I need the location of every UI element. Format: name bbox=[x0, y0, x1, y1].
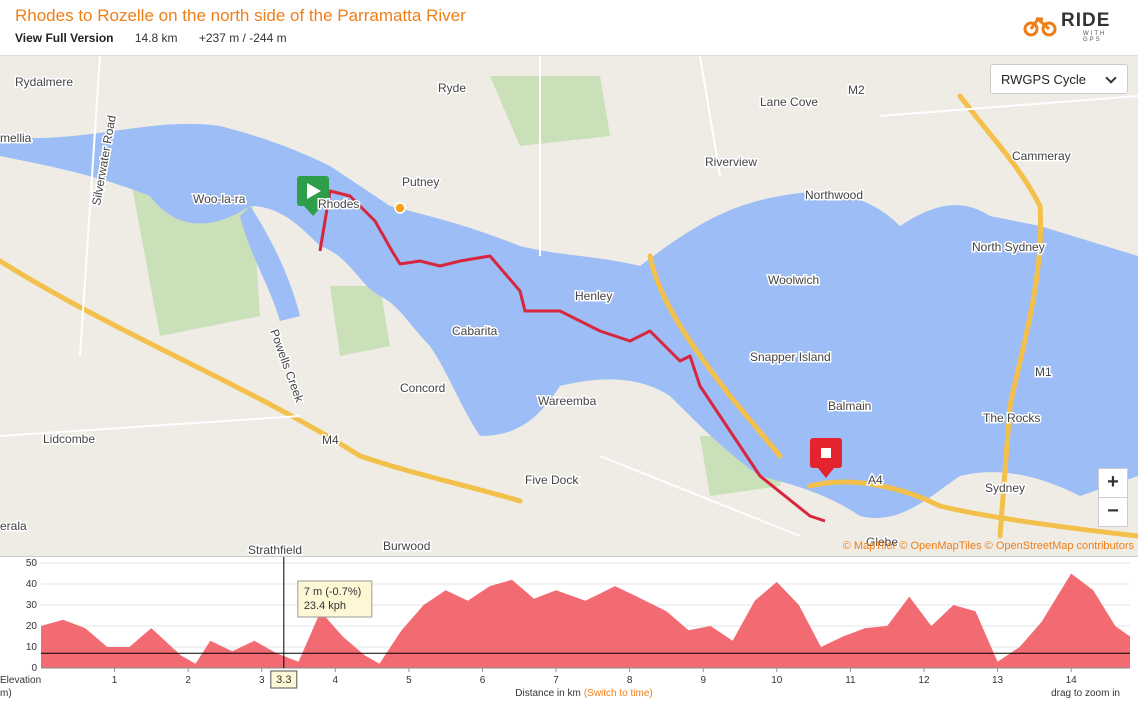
logo[interactable]: RIDE WITH GPS bbox=[1023, 10, 1123, 43]
y-tick-label: 50 bbox=[26, 558, 38, 569]
map-label: M2 bbox=[848, 83, 865, 97]
map-label: mellia bbox=[0, 131, 32, 145]
motorways bbox=[0, 93, 1138, 539]
x-tick-label: 13 bbox=[992, 675, 1004, 686]
elevation-gain: +237 m / -244 m bbox=[198, 31, 287, 45]
x-tick-label: 1 bbox=[112, 675, 118, 686]
x-tick-label: 6 bbox=[480, 675, 486, 686]
x-tick-label: 8 bbox=[627, 675, 633, 686]
x-tick-label: 4 bbox=[333, 675, 339, 686]
map-label: M4 bbox=[322, 433, 339, 447]
map-label: Powells Creek bbox=[267, 327, 307, 405]
tooltip-line: 7 m (-0.7%) bbox=[304, 586, 361, 598]
header: Rhodes to Rozelle on the north side of t… bbox=[0, 0, 1138, 56]
attribution: © MapTiler © OpenMapTiles © OpenStreetMa… bbox=[842, 540, 1134, 552]
x-tick-label: 14 bbox=[1066, 675, 1078, 686]
view-full-link[interactable]: View Full Version bbox=[15, 31, 114, 45]
x-tick-label: 2 bbox=[185, 675, 191, 686]
switch-to-time[interactable]: (Switch to time) bbox=[584, 688, 653, 699]
map-label: Concord bbox=[400, 381, 445, 395]
map-label: Ryde bbox=[438, 81, 466, 95]
map-label: Strathfield bbox=[248, 543, 302, 556]
map-label: Lidcombe bbox=[43, 432, 95, 446]
logo-text: RIDE bbox=[1061, 10, 1111, 31]
y-tick-label: 20 bbox=[26, 621, 38, 632]
map-label: Sydney bbox=[985, 481, 1025, 495]
logo-icon bbox=[1023, 16, 1057, 37]
map-label: Northwood bbox=[805, 188, 863, 202]
map-label: Rhodes bbox=[318, 197, 359, 211]
y-tick-label: 40 bbox=[26, 579, 38, 590]
zoom-in[interactable]: + bbox=[1098, 468, 1128, 498]
map-label: North Sydney bbox=[972, 240, 1045, 254]
map-label: Rydalmere bbox=[15, 75, 73, 89]
x-axis-title: Distance in km bbox=[515, 688, 581, 699]
x-tick-label: 12 bbox=[918, 675, 930, 686]
tooltip-line: 23.4 kph bbox=[304, 600, 346, 612]
map-label: Wareemba bbox=[538, 394, 597, 408]
map-label: Riverview bbox=[705, 155, 757, 169]
tooltip-box bbox=[297, 580, 373, 618]
route-meta: View Full Version 14.8 km +237 m / -244 … bbox=[15, 31, 305, 45]
map-label: M1 bbox=[1035, 365, 1052, 379]
map[interactable]: Rydalmere mellia Silverwater Road Woo-la-ra… bbox=[0, 56, 1138, 556]
elevation-chart[interactable]: 0 10 20 30 40 50 1 2 3 4 5 6 7 8 9 10 11 12 13 14 3.3 7 m (-0… bbox=[0, 556, 1138, 700]
x-tick-label: 7 bbox=[553, 675, 559, 686]
zoom-hint: drag to zoom in bbox=[1051, 688, 1120, 699]
water bbox=[0, 123, 1138, 518]
map-style-select[interactable]: RWGPS Cycle bbox=[990, 64, 1128, 94]
cursor-x-box bbox=[270, 670, 298, 689]
y-axis-label: Elevation bbox=[0, 675, 41, 686]
y-tick-label: 10 bbox=[26, 642, 38, 653]
map-label: Snapper Island bbox=[750, 350, 831, 364]
map-label: Five Dock bbox=[525, 473, 579, 487]
x-tick-label: 5 bbox=[406, 675, 412, 686]
map-label: A4 bbox=[868, 473, 883, 487]
start-marker[interactable] bbox=[297, 176, 329, 216]
cursor-marker bbox=[394, 202, 406, 214]
y-tick-label: 0 bbox=[31, 663, 37, 674]
map-label: The Rocks bbox=[983, 411, 1040, 425]
map-label: Lane Cove bbox=[760, 95, 818, 109]
route-title: Rhodes to Rozelle on the north side of t… bbox=[15, 6, 466, 25]
x-tick-label: 9 bbox=[700, 675, 706, 686]
map-label: Balmain bbox=[828, 399, 871, 413]
map-label: Burwood bbox=[383, 539, 430, 553]
cursor-x-label: 3.3 bbox=[276, 674, 291, 686]
elevation-area bbox=[41, 573, 1130, 668]
logo-subtext: WITH GPS bbox=[1083, 31, 1107, 43]
map-label: Woolwich bbox=[768, 273, 819, 287]
streets bbox=[0, 56, 1138, 537]
map-label: Henley bbox=[575, 289, 612, 303]
end-marker[interactable] bbox=[810, 438, 842, 478]
y-axis-unit: m) bbox=[0, 688, 12, 699]
x-tick-label: 11 bbox=[845, 675, 856, 686]
map-label: Cammeray bbox=[1012, 149, 1071, 163]
map-label: Woo-la-ra bbox=[193, 192, 246, 206]
zoom-out[interactable]: − bbox=[1098, 497, 1128, 527]
map-label: Cabarita bbox=[452, 324, 498, 338]
route-line bbox=[318, 189, 826, 523]
y-tick-label: 30 bbox=[26, 600, 38, 611]
map-label: Putney bbox=[402, 175, 439, 189]
map-label: Glebe bbox=[866, 535, 898, 549]
x-axis-label: Distance in km (Switch to time) bbox=[515, 688, 652, 699]
x-tick-label: 3 bbox=[259, 675, 265, 686]
x-tick-label: 10 bbox=[771, 675, 783, 686]
map-label: erala bbox=[0, 519, 27, 533]
distance: 14.8 km bbox=[134, 31, 178, 45]
